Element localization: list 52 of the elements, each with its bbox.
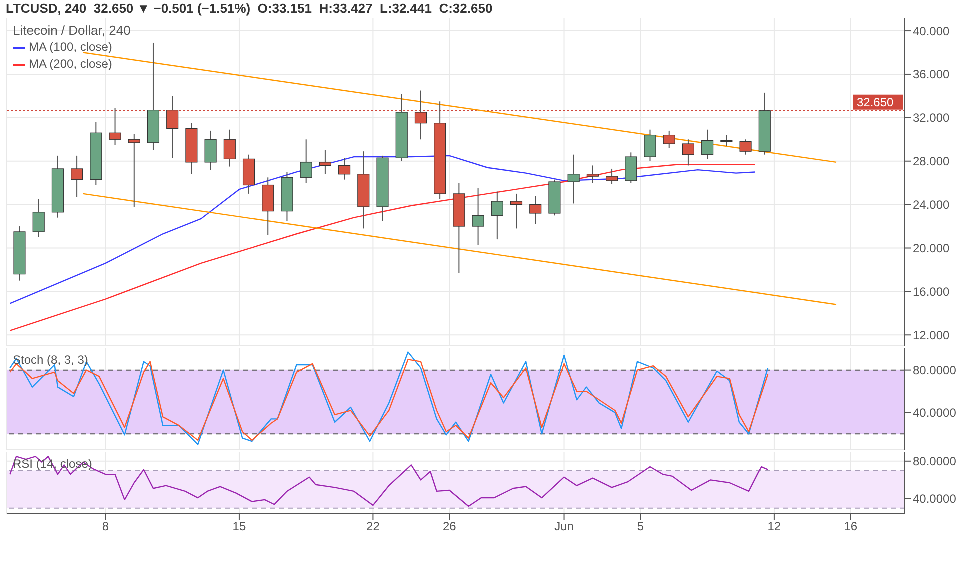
y-tick-label: 36.000 <box>913 68 950 82</box>
candlestick <box>663 130 676 149</box>
candlestick <box>568 154 580 204</box>
candlestick <box>625 152 638 184</box>
x-tick-label: Jun <box>554 520 574 534</box>
candlestick <box>510 193 523 230</box>
candlestick <box>109 108 122 146</box>
candlestick <box>32 198 45 238</box>
candlestick <box>166 96 179 159</box>
x-tick-label: 15 <box>232 520 246 534</box>
chart-title: LTCUSD, 240 32.650 ▼ −0.501 (−1.51%) O:33.151 H:33.427 L:32.441 C:32.650 <box>6 1 493 16</box>
y-tick-label: 28.000 <box>913 154 950 169</box>
y-tick-label: 24.000 <box>913 198 950 212</box>
y-tick-label: 16.000 <box>913 284 950 299</box>
candlestick <box>491 191 504 240</box>
candlestick <box>300 139 312 184</box>
y-tick-label: 80.0000 <box>913 364 957 378</box>
candlestick <box>682 139 694 166</box>
ref-line-label: 32.650 <box>857 95 894 110</box>
x-tick-label: 26 <box>442 520 457 534</box>
y-tick-label: 40.0000 <box>913 492 957 506</box>
candlestick <box>338 158 351 180</box>
x-tick-label: 16 <box>844 520 858 534</box>
y-tick-label: 20.000 <box>913 242 950 256</box>
line-series <box>10 164 756 332</box>
y-tick-label: 32.000 <box>913 111 950 126</box>
chart-subtitle: Litecoin / Dollar, 240 <box>13 22 131 39</box>
x-tick-label: 8 <box>102 520 110 534</box>
candlestick <box>606 168 618 185</box>
candlestick <box>586 165 599 184</box>
y-tick-label: 40.0000 <box>913 406 957 420</box>
candlestick <box>224 129 236 168</box>
x-tick-label: 12 <box>768 520 782 534</box>
candlestick <box>319 150 332 175</box>
candlestick <box>204 130 217 171</box>
legend-label: MA (200, close) <box>29 56 112 73</box>
y-tick-label: 80.0000 <box>913 454 957 469</box>
x-tick-label: 5 <box>637 520 644 534</box>
legend-label: MA (100, close) <box>29 39 112 56</box>
candlestick <box>414 90 428 140</box>
y-tick-label: 40.000 <box>913 24 950 38</box>
line-series <box>10 155 756 304</box>
candlestick <box>128 134 140 208</box>
candlestick <box>702 129 714 160</box>
y-tick-label: 12.000 <box>913 328 950 342</box>
candlestick <box>530 196 542 225</box>
candlestick <box>740 139 752 156</box>
candlestick <box>472 188 484 246</box>
candlestick <box>71 155 84 198</box>
candlestick <box>644 129 656 162</box>
x-tick-label: 22 <box>366 520 380 534</box>
candlestick <box>720 134 733 147</box>
